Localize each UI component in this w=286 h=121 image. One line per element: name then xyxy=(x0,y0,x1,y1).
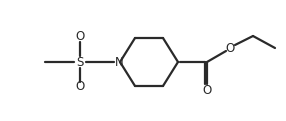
Text: O: O xyxy=(202,83,212,97)
Text: S: S xyxy=(76,57,84,69)
Text: O: O xyxy=(76,80,85,94)
Text: O: O xyxy=(225,42,235,54)
Text: N: N xyxy=(115,57,123,69)
Text: O: O xyxy=(76,30,85,44)
